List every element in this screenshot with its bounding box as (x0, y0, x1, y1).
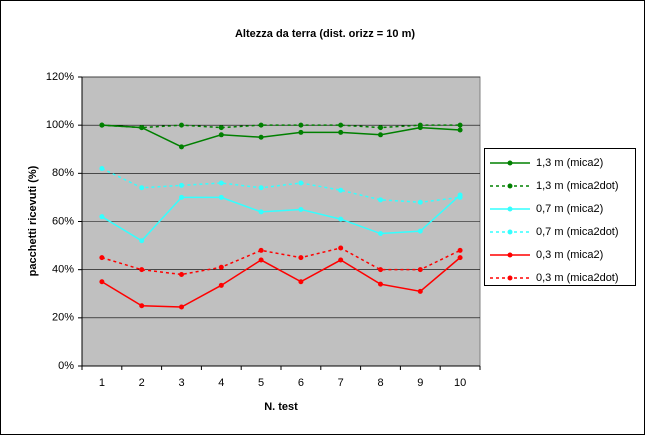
point (338, 216, 344, 222)
y-tick-label: 40% (52, 264, 74, 276)
x-tick-label: 3 (178, 377, 184, 389)
point (378, 267, 383, 273)
point (179, 271, 184, 277)
x-tick-label: 1 (99, 377, 105, 389)
point (258, 247, 264, 253)
point (179, 182, 184, 188)
point (218, 132, 224, 138)
legend-marker (507, 275, 513, 281)
point (218, 180, 224, 186)
point (99, 255, 105, 261)
y-tick-label: 0% (58, 360, 74, 372)
chart-title: Altezza da terra (dist. orizz = 10 m) (235, 28, 415, 40)
legend-marker (507, 229, 513, 235)
legend-label: 1,3 m (mica2) (536, 157, 603, 169)
point (417, 122, 423, 128)
point (218, 264, 224, 270)
point (99, 279, 105, 285)
x-axis-label: N. test (264, 401, 298, 413)
y-tick-label: 60% (52, 215, 74, 227)
point (338, 257, 344, 263)
point (258, 122, 264, 128)
legend-label: 0,3 m (mica2dot) (536, 272, 619, 284)
y-tick-label: 20% (52, 312, 74, 324)
point (179, 304, 184, 310)
point (298, 122, 304, 128)
point (338, 129, 344, 135)
point (378, 231, 383, 237)
point (378, 125, 383, 131)
point (417, 199, 423, 205)
point (457, 255, 463, 261)
point (139, 303, 145, 309)
legend-label: 0,7 m (mica2dot) (536, 226, 619, 238)
y-tick-label: 120% (46, 71, 74, 83)
point (258, 134, 264, 140)
point (258, 257, 264, 263)
point (338, 187, 344, 193)
legend-marker (507, 252, 513, 258)
legend-label: 0,7 m (mica2) (536, 203, 603, 215)
series-line (101, 124, 461, 148)
point (378, 132, 383, 138)
point (218, 194, 224, 200)
legend (484, 148, 636, 286)
point (417, 228, 423, 234)
point (378, 197, 383, 203)
series-line (101, 247, 461, 276)
point (139, 267, 145, 273)
point (218, 125, 224, 131)
point (99, 214, 105, 220)
legend-label: 0,3 m (mica2) (536, 249, 603, 261)
point (99, 122, 105, 128)
x-tick-label: 7 (338, 377, 344, 389)
x-tick-label: 2 (139, 377, 145, 389)
point (258, 209, 264, 215)
point (179, 144, 184, 150)
point (258, 185, 264, 191)
x-tick-label: 8 (377, 377, 383, 389)
x-tick-label: 5 (258, 377, 264, 389)
x-tick-label: 9 (417, 377, 423, 389)
point (417, 288, 423, 294)
y-tick-label: 80% (52, 167, 74, 179)
point (457, 247, 463, 253)
point (378, 281, 383, 287)
point (298, 206, 304, 212)
series-line (101, 257, 461, 308)
point (139, 238, 145, 244)
point (457, 127, 463, 133)
point (457, 122, 463, 128)
point (99, 166, 105, 172)
point (179, 122, 184, 128)
point (298, 255, 304, 261)
point (457, 194, 463, 200)
point (417, 267, 423, 273)
point (139, 125, 145, 131)
series-line (101, 194, 461, 242)
point (338, 122, 344, 128)
point (298, 279, 304, 285)
x-tick-label: 10 (454, 377, 466, 389)
point (179, 194, 184, 200)
legend-label: 1,3 m (mica2dot) (536, 180, 619, 192)
legend-marker (507, 206, 513, 212)
legend-marker (507, 183, 513, 189)
legend-marker (507, 160, 513, 166)
point (218, 282, 224, 288)
point (338, 245, 344, 251)
point (139, 185, 145, 191)
x-tick-label: 6 (298, 377, 304, 389)
point (298, 180, 304, 186)
y-axis-label: pacchetti ricevuti (%) (27, 165, 39, 276)
point (298, 129, 304, 135)
x-tick-label: 4 (218, 377, 224, 389)
y-tick-label: 100% (46, 119, 74, 131)
